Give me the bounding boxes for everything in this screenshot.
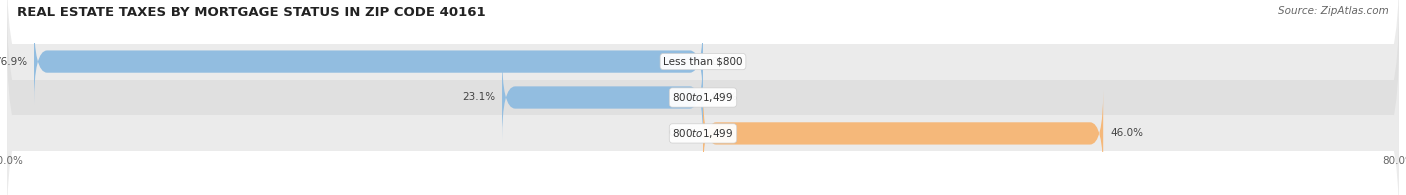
Text: Less than $800: Less than $800 xyxy=(664,57,742,66)
Bar xyxy=(7,115,1399,151)
FancyBboxPatch shape xyxy=(703,91,1104,176)
Text: 0.0%: 0.0% xyxy=(711,57,738,66)
FancyBboxPatch shape xyxy=(7,42,1399,195)
FancyBboxPatch shape xyxy=(502,55,703,140)
Text: REAL ESTATE TAXES BY MORTGAGE STATUS IN ZIP CODE 40161: REAL ESTATE TAXES BY MORTGAGE STATUS IN … xyxy=(17,6,485,19)
FancyBboxPatch shape xyxy=(7,0,1399,153)
Text: 76.9%: 76.9% xyxy=(0,57,27,66)
Text: $800 to $1,499: $800 to $1,499 xyxy=(672,127,734,140)
Text: 23.1%: 23.1% xyxy=(463,92,495,103)
Text: 0.0%: 0.0% xyxy=(668,129,695,138)
Text: Source: ZipAtlas.com: Source: ZipAtlas.com xyxy=(1278,6,1389,16)
Text: 46.0%: 46.0% xyxy=(1111,129,1143,138)
FancyBboxPatch shape xyxy=(7,6,1399,189)
FancyBboxPatch shape xyxy=(34,19,703,104)
Bar xyxy=(7,44,1399,80)
Bar xyxy=(7,80,1399,115)
Text: $800 to $1,499: $800 to $1,499 xyxy=(672,91,734,104)
Text: 0.0%: 0.0% xyxy=(711,92,738,103)
